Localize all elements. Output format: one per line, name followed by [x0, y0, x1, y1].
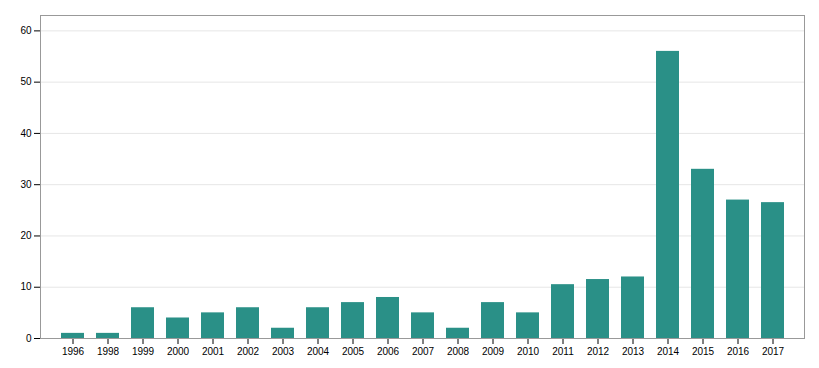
- svg-text:30: 30: [20, 179, 32, 190]
- svg-text:2006: 2006: [377, 346, 400, 357]
- svg-text:40: 40: [20, 128, 32, 139]
- svg-text:2011: 2011: [552, 346, 574, 357]
- svg-text:2014: 2014: [657, 346, 680, 357]
- svg-text:2016: 2016: [727, 346, 750, 357]
- svg-text:2012: 2012: [587, 346, 610, 357]
- svg-text:2003: 2003: [272, 346, 295, 357]
- svg-text:1996: 1996: [62, 346, 85, 357]
- svg-text:2005: 2005: [342, 346, 365, 357]
- svg-text:10: 10: [20, 281, 32, 292]
- svg-text:20: 20: [20, 230, 32, 241]
- svg-text:2004: 2004: [307, 346, 330, 357]
- svg-text:2017: 2017: [762, 346, 785, 357]
- svg-text:2013: 2013: [622, 346, 645, 357]
- svg-text:2015: 2015: [692, 346, 715, 357]
- svg-text:2009: 2009: [482, 346, 505, 357]
- svg-text:50: 50: [20, 76, 32, 87]
- svg-text:2007: 2007: [412, 346, 435, 357]
- svg-text:2008: 2008: [447, 346, 470, 357]
- svg-text:0: 0: [26, 333, 32, 344]
- svg-text:2001: 2001: [202, 346, 225, 357]
- svg-text:1999: 1999: [132, 346, 155, 357]
- svg-text:60: 60: [20, 25, 32, 36]
- svg-text:2000: 2000: [167, 346, 190, 357]
- svg-text:2002: 2002: [237, 346, 260, 357]
- svg-text:2010: 2010: [517, 346, 540, 357]
- svg-text:1998: 1998: [97, 346, 120, 357]
